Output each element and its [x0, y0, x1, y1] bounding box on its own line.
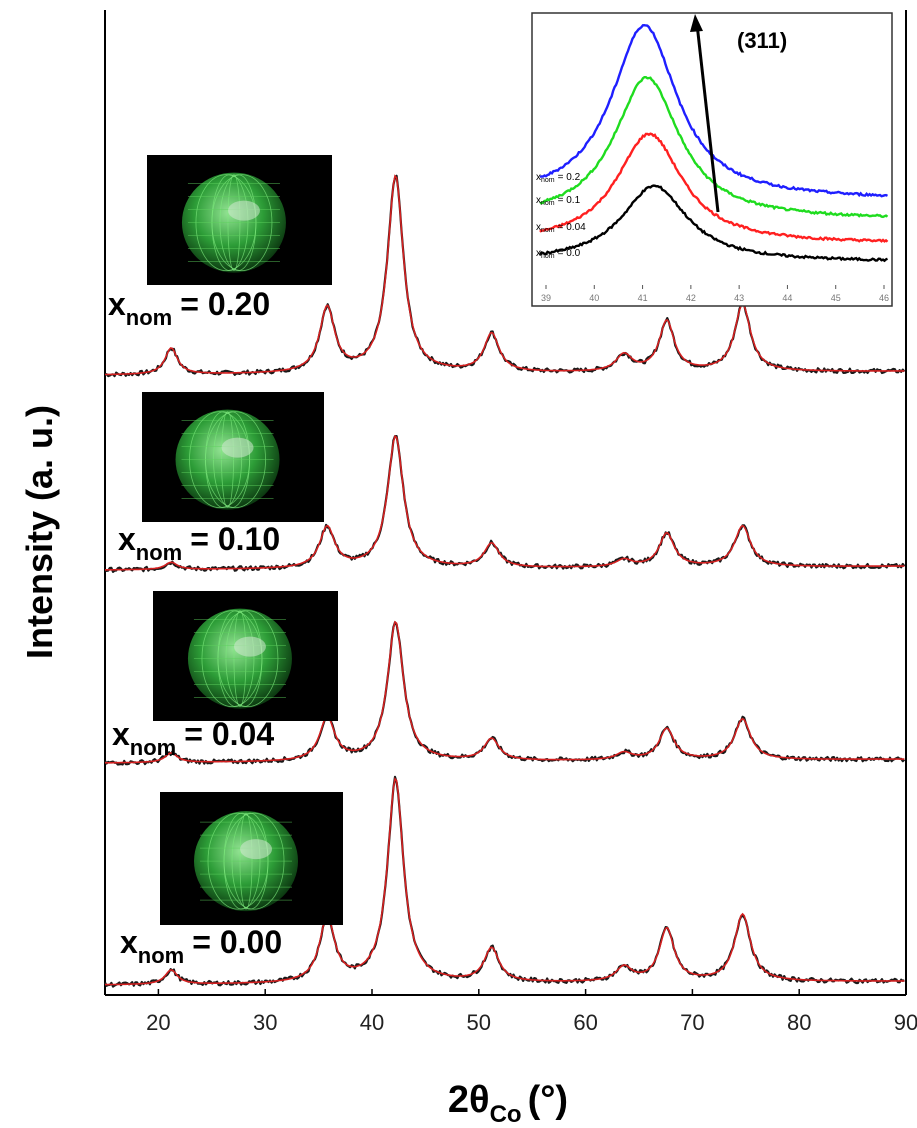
- y-axis-label: Intensity (a. u.): [19, 405, 60, 659]
- inset-label-value: = 0.04: [558, 222, 587, 233]
- x-tick-label: 80: [787, 1010, 811, 1035]
- inset-tick-label: 44: [782, 293, 792, 303]
- particle-render-icon: [142, 392, 324, 522]
- inset-label-value: = 0.0: [558, 248, 581, 259]
- x-tick-label: 60: [573, 1010, 597, 1035]
- series-label: xnom = 0.20: [108, 286, 270, 330]
- inset-series-line: [539, 184, 888, 263]
- particle-render-icon: [160, 792, 343, 925]
- rietveld-fit-line: [105, 777, 905, 986]
- x-axis-label-unit: (°): [528, 1079, 569, 1121]
- series-label-main: x: [118, 521, 136, 557]
- x-tick-label: 50: [467, 1010, 491, 1035]
- inset-label-sub: nom: [541, 200, 555, 207]
- series-label-main: x: [112, 716, 130, 752]
- x-tick-label: 30: [253, 1010, 277, 1035]
- particle-insets: [142, 155, 343, 925]
- series-label-value: = 0.00: [192, 924, 282, 960]
- series-label-sub: nom: [136, 540, 182, 565]
- inset-x-ticks: 39 40 41 42 43 44 45 46: [541, 285, 889, 303]
- inset-label-main: x: [536, 195, 541, 206]
- series-label-value: = 0.04: [184, 716, 274, 752]
- series-label-sub: nom: [138, 943, 184, 968]
- x-axis-ticks: 20 30 40 50 60 70 80 90: [146, 989, 917, 1035]
- inset-series-label: xnom = 0.2: [536, 172, 581, 184]
- rietveld-fit-line: [104, 434, 905, 571]
- x-axis-label-sub: Co: [490, 1101, 522, 1128]
- inset-tick-label: 42: [686, 293, 696, 303]
- peak-shift-arrowhead: [690, 14, 703, 32]
- series-label-main: x: [120, 924, 138, 960]
- particle-render-icon: [153, 591, 338, 721]
- inset-label-value: = 0.1: [558, 195, 581, 206]
- x-tick-label: 40: [360, 1010, 384, 1035]
- inset-tick-label: 41: [638, 293, 648, 303]
- inset-series-line: [539, 23, 889, 198]
- x-tick-label: 20: [146, 1010, 170, 1035]
- peak-shift-arrow: [695, 23, 720, 213]
- xrd-patterns: [104, 174, 906, 988]
- inset-label-main: x: [536, 172, 541, 183]
- inset-tick-label: 46: [879, 293, 889, 303]
- series-label-sub: nom: [130, 735, 176, 760]
- x-tick-label: 70: [680, 1010, 704, 1035]
- series-label: xnom = 0.10: [118, 521, 280, 565]
- inset-series-line: [539, 132, 889, 243]
- series-label-value: = 0.10: [190, 521, 280, 557]
- inset-tick-label: 43: [734, 293, 744, 303]
- inset-label-main: x: [536, 248, 541, 259]
- particle-render-icon: [147, 155, 332, 285]
- series-label-value: = 0.20: [180, 286, 270, 322]
- inset-label-sub: nom: [541, 177, 555, 184]
- x-tick-label: 90: [894, 1010, 917, 1035]
- inset-tick-label: 45: [831, 293, 841, 303]
- inset-label-sub: nom: [541, 227, 555, 234]
- x-axis-label: 2θCo (°): [448, 1079, 568, 1128]
- series-label: xnom = 0.00: [120, 924, 282, 968]
- inset-label-main: x: [536, 222, 541, 233]
- main-plot-frame: [104, 10, 907, 996]
- rietveld-fit-line: [105, 174, 905, 376]
- inset-series-label: xnom = 0.04: [536, 222, 586, 234]
- inset-label-value: = 0.2: [558, 172, 581, 183]
- series-label: xnom = 0.04: [112, 716, 274, 760]
- inset-tick-label: 40: [589, 293, 599, 303]
- inset-annotation-311: (311): [737, 28, 787, 53]
- series-label-main: x: [108, 286, 126, 322]
- inset-label-sub: nom: [541, 253, 555, 260]
- rietveld-fit-line: [105, 620, 905, 764]
- inset-series-label: xnom = 0.0: [536, 248, 581, 260]
- inset-series-label: xnom = 0.1: [536, 195, 581, 207]
- x-axis-label-main: 2θ: [448, 1079, 490, 1121]
- inset-tick-label: 39: [541, 293, 551, 303]
- series-label-sub: nom: [126, 305, 172, 330]
